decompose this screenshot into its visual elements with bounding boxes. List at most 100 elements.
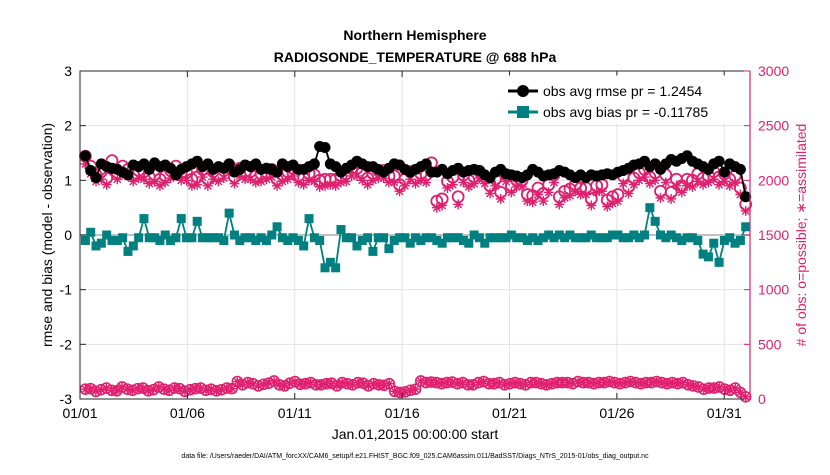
obs-assimilated-point-stroke [459, 178, 468, 187]
obs-assimilated-point [495, 193, 506, 204]
obs-assimilated-point-stroke [454, 200, 463, 209]
obs-assimilated-point-stroke [438, 201, 447, 210]
bias-point [341, 233, 351, 243]
obs-assimilated-point [740, 205, 751, 216]
rmse-point [308, 158, 320, 170]
obs-assimilated-point [517, 181, 528, 192]
obs-assimilated-point-stroke [715, 180, 724, 189]
obs-assimilated-point [447, 179, 458, 190]
obs-count-assimilated-point [411, 384, 420, 394]
obs-assimilated-point-stroke [448, 180, 457, 189]
bias-point [229, 230, 239, 240]
bias-point [480, 238, 490, 248]
obs-count-assimilated-point [385, 379, 394, 388]
obs-assimilated-point-stroke [555, 200, 564, 209]
y-tick-label-left: 2 [64, 118, 72, 134]
bias-point [416, 235, 426, 245]
bias-point [277, 233, 287, 243]
y-tick-label-left: 0 [64, 227, 72, 243]
bias-point [506, 230, 516, 240]
bias-point [283, 235, 293, 245]
obs-assimilated-point [485, 188, 496, 199]
bias-point [618, 233, 628, 243]
obs-assimilated-point [692, 176, 703, 187]
bias-point [714, 257, 724, 267]
obs-assimilated-point-stroke [182, 176, 191, 185]
obs-assimilated-point-stroke [310, 177, 319, 186]
obs-assimilated-point [634, 175, 645, 186]
bias-point [453, 233, 463, 243]
rmse-point [90, 172, 102, 184]
obs-assimilated-point-stroke [613, 197, 622, 206]
rmse-point [271, 166, 283, 178]
bias-point [709, 238, 719, 248]
y-tick-label-right: 1500 [758, 227, 789, 243]
obs-assimilated-point [330, 180, 341, 191]
obs-count-assimilated-point [741, 392, 750, 402]
bias-point [693, 235, 703, 245]
obs-assimilated-point [229, 178, 240, 189]
bias-point [411, 233, 421, 243]
y-tick-label-right: 3000 [758, 63, 789, 79]
bias-point [427, 233, 437, 243]
obs-assimilated-point-stroke [661, 178, 670, 187]
obs-assimilated-point-stroke [155, 181, 164, 190]
obs-assimilated-point-stroke [571, 187, 580, 196]
obs-count-assimilated-point-stroke [736, 388, 744, 396]
obs-assimilated-point-stroke [129, 177, 138, 186]
data-file-footer: data file: /Users/raeder/DAI/ATM_forcXX/… [181, 453, 649, 460]
obs-assimilated-point-stroke [704, 178, 713, 187]
bias-point [112, 235, 122, 245]
bias-point [214, 233, 224, 243]
obs-assimilated-point-stroke [203, 181, 212, 190]
x-tick-label: 01/11 [278, 405, 312, 421]
obs-assimilated-point [618, 178, 629, 189]
obs-assimilated-point [213, 176, 224, 187]
obs-assimilated-point-stroke [352, 171, 361, 180]
bias-point [208, 233, 218, 243]
bias-point [171, 233, 181, 243]
bias-point [219, 235, 229, 245]
obs-assimilated-point-stroke [592, 188, 601, 197]
bias-point [677, 235, 687, 245]
bias-point [198, 233, 208, 243]
bias-point [155, 235, 165, 245]
bias-point [336, 225, 346, 235]
obs-assimilated-point-stroke [294, 178, 303, 187]
obs-assimilated-point-stroke [400, 181, 409, 190]
obs-assimilated-point-stroke [198, 173, 207, 182]
obs-count-assimilated-point-stroke [270, 377, 278, 385]
obs-assimilated-point [463, 181, 474, 192]
bias-point [602, 233, 612, 243]
obs-assimilated-point [389, 177, 400, 188]
rmse-point [734, 163, 746, 175]
bias-point [267, 230, 277, 240]
obs-assimilated-point [554, 199, 565, 210]
obs-assimilated-point-stroke [102, 180, 111, 189]
bias-point [187, 233, 197, 243]
obs-assimilated-point [644, 178, 655, 189]
obs-assimilated-point [399, 180, 410, 191]
bias-point [517, 233, 527, 243]
bias-point [91, 241, 101, 251]
bias-point [666, 230, 676, 240]
obs-assimilated-point [655, 192, 666, 203]
obs-assimilated-point-stroke [624, 189, 633, 198]
y-tick-label-left: -1 [60, 282, 73, 298]
bias-point [224, 208, 234, 218]
bias-point [650, 216, 660, 226]
obs-assimilated-point [666, 193, 677, 204]
bias-point [203, 233, 213, 243]
bias-point [469, 230, 479, 240]
y-axis-label-right: # of obs: o=possible; ∗=assimilated [793, 124, 809, 347]
obs-assimilated-point-stroke [209, 175, 218, 184]
rmse-point [420, 158, 432, 170]
obs-assimilated-point-stroke [581, 190, 590, 199]
rmse-point [713, 155, 725, 167]
obs-assimilated-point-stroke [667, 194, 676, 203]
obs-count-assimilated-point-stroke [233, 378, 241, 385]
series-layer [78, 140, 753, 403]
obs-assimilated-point [533, 189, 544, 200]
bias-point [581, 233, 591, 243]
bias-point [645, 203, 655, 213]
